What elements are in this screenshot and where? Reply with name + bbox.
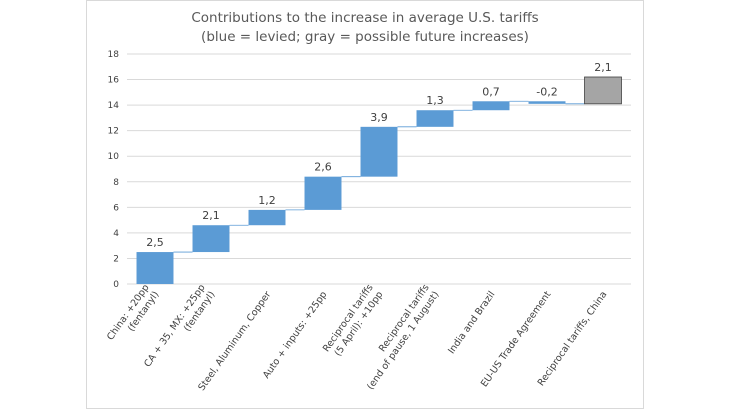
bar-1 [136, 252, 174, 284]
bar-layer [136, 76, 622, 284]
y-tick-label: 6 [113, 203, 119, 213]
connector-layer [173, 100, 585, 253]
category-label-1: China: +20pp(fentanyl) [105, 283, 161, 343]
bar-9 [584, 76, 622, 105]
bar-6 [416, 110, 454, 127]
y-tick-label: 16 [108, 76, 120, 86]
bar-3 [248, 209, 286, 226]
category-label-7: India and Brazil [446, 289, 497, 356]
y-tick-label: 12 [108, 127, 119, 137]
y-tick-label: 14 [108, 101, 120, 111]
data-label-2: 2,1 [202, 209, 220, 222]
data-label-7: 0,7 [482, 85, 500, 98]
chart-subtitle: (blue = levied; gray = possible future i… [201, 29, 529, 45]
data-label-6: 1,3 [426, 94, 444, 107]
bar-4 [304, 176, 342, 210]
data-label-9: 2,1 [594, 61, 612, 74]
data-label-5: 3,9 [370, 111, 388, 124]
y-tick-label: 10 [108, 152, 120, 162]
y-tick-label: 8 [113, 178, 119, 188]
y-tick-label: 18 [108, 50, 120, 60]
chart-title: Contributions to the increase in average… [191, 10, 538, 26]
data-label-8: -0,2 [536, 85, 557, 98]
y-axis: 0 2 4 6 8 10 12 14 16 18 [108, 50, 120, 290]
x-axis: China: +20pp(fentanyl)CA + 35, MX: +25pp… [105, 282, 609, 393]
data-label-1: 2,5 [146, 236, 164, 249]
category-label-5: Reciprocal tariffs(5 April): +10pp [321, 282, 386, 358]
data-label-layer: 2,5 2,1 1,2 2,6 3,9 1,3 0,7 -0,2 2,1 [146, 61, 612, 249]
y-tick-label: 4 [113, 229, 119, 239]
data-label-3: 1,2 [258, 194, 276, 207]
y-tick-label: 0 [113, 280, 119, 290]
bar-2 [192, 225, 230, 253]
data-label-4: 2,6 [314, 161, 332, 174]
waterfall-chart: Contributions to the increase in average… [105, 10, 631, 393]
bar-7 [472, 101, 510, 111]
bar-8 [528, 101, 566, 104]
category-label-4: Auto + inputs: +25pp [261, 289, 330, 380]
bar-5 [360, 126, 398, 177]
y-tick-label: 2 [113, 254, 119, 264]
chart-frame: Contributions to the increase in average… [86, 0, 644, 409]
category-label-line: Auto + inputs: +25pp [261, 289, 330, 380]
category-label-line: India and Brazil [446, 289, 497, 356]
